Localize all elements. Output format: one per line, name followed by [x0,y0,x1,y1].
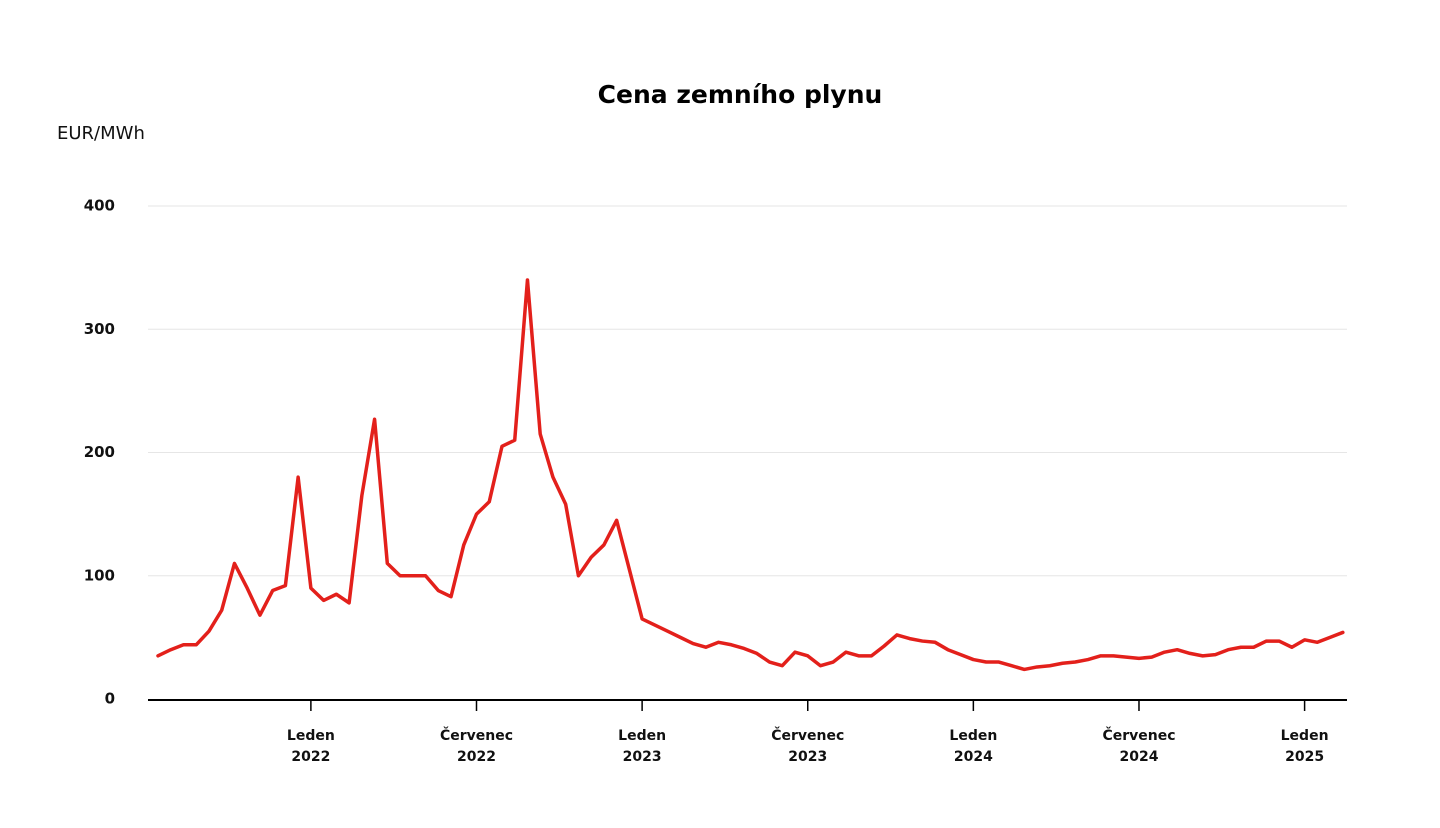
line [156,278,1345,672]
y-tick-label: 0 [105,690,115,708]
x-tick-label: Leden 2025 [1280,728,1329,765]
x-tick-label: Leden 2023 [618,728,667,765]
y-tick-label: 300 [84,320,115,338]
chart-title: Cena zemního plynu [598,80,883,109]
y-axis-label: EUR/MWh [57,123,145,144]
y-tick-label: 400 [84,197,115,215]
x-tick-label: Leden 2022 [286,728,335,765]
y-tick-label: 200 [84,443,115,461]
x-tick-label: Červenec 2022 [439,728,514,765]
x-tick-label: Červenec 2024 [1102,728,1176,765]
x-tick-label: Červenec 2023 [771,728,845,765]
x-tick-label: Leden 2024 [949,728,998,765]
y-tick-label: 100 [84,566,115,584]
